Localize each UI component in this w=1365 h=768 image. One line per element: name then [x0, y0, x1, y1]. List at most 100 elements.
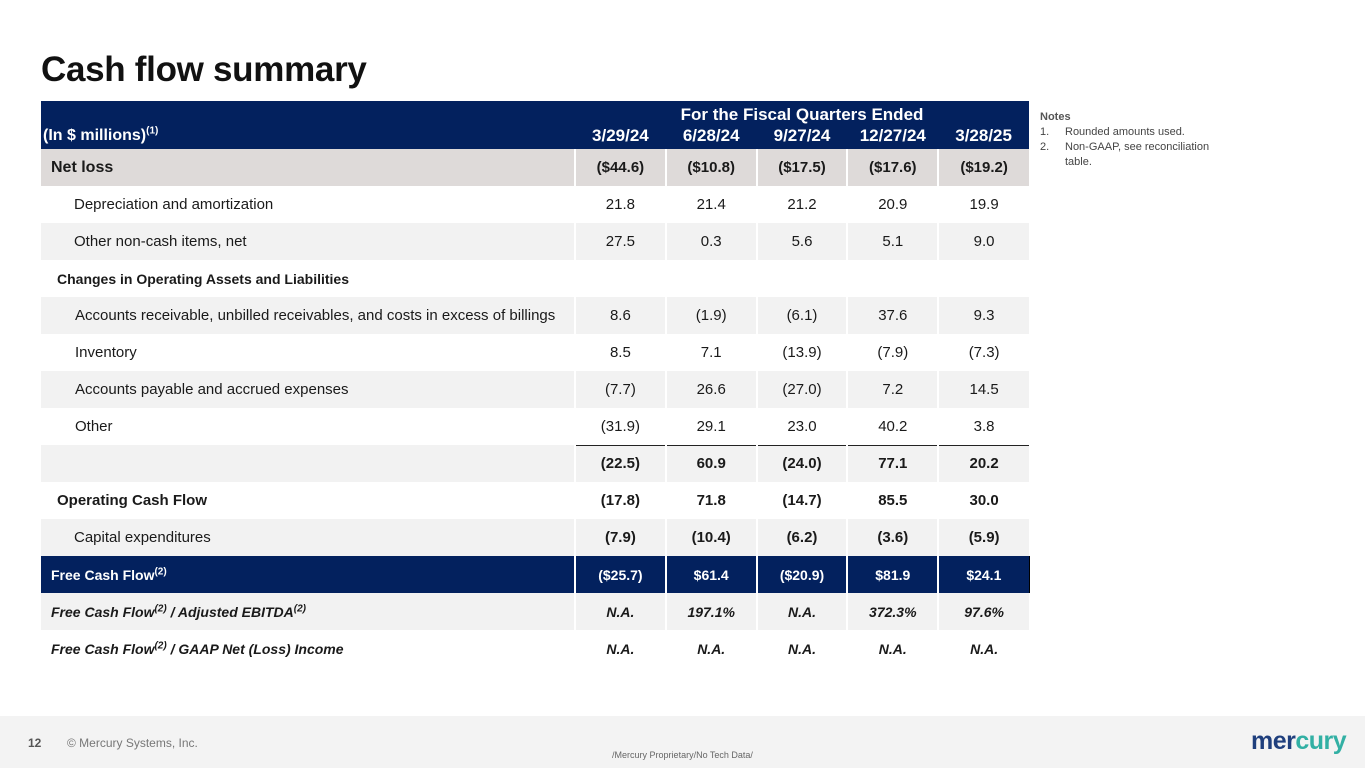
cell-value: 30.0 [937, 482, 1030, 519]
table-row: Depreciation and amortization 21.8 21.4 … [41, 186, 1030, 223]
table-row: Other non-cash items, net 27.5 0.3 5.6 5… [41, 223, 1030, 260]
cell-value: 7.2 [846, 371, 939, 408]
footer: 12 © Mercury Systems, Inc. /Mercury Prop… [0, 716, 1365, 768]
notes-heading: Notes [1040, 111, 1071, 123]
table-row: Accounts receivable, unbilled receivable… [41, 297, 1030, 334]
cell-value: 23.0 [755, 408, 848, 445]
cell-value: $81.9 [846, 556, 939, 593]
notes-list: 1. Rounded amounts used. 2. Non-GAAP, see … [1040, 125, 1225, 170]
footnote-ref: (1) [146, 125, 159, 137]
row-label: Capital expenditures [41, 519, 575, 556]
cell-value: 85.5 [846, 482, 939, 519]
table-subtotal-row: (22.5) 60.9 (24.0) 77.1 20.2 [41, 444, 1030, 482]
page-title: Cash flow summary [41, 50, 367, 89]
row-label: Accounts payable and accrued expenses [41, 371, 575, 408]
cell-value: (22.5) [574, 444, 666, 482]
table-header-row: (In $ millions)(1) 3/29/24 6/28/24 9/27/… [41, 125, 1030, 149]
cash-flow-table: For the Fiscal Quarters Ended (In $ mill… [41, 101, 1030, 667]
section-label: Changes in Operating Assets and Liabilit… [57, 270, 349, 287]
cell-value: ($19.2) [937, 149, 1030, 186]
cell-value: N.A. [574, 630, 666, 667]
proprietary-label: /Mercury Proprietary/No Tech Data/ [612, 750, 753, 760]
cell-value: 5.1 [846, 223, 939, 260]
cell-value: 77.1 [846, 444, 939, 482]
row-label: Free Cash Flow(2) [41, 556, 575, 593]
cell-value: ($10.8) [664, 149, 757, 186]
cell-value: 14.5 [937, 371, 1030, 408]
row-label: Other non-cash items, net [41, 223, 575, 260]
units-header: (In $ millions)(1) [41, 125, 575, 149]
row-label: Free Cash Flow(2) / GAAP Net (Loss) Inco… [51, 639, 344, 657]
group-header: For the Fiscal Quarters Ended [575, 101, 1030, 125]
cell-value: N.A. [664, 630, 757, 667]
table-row-fcf-net-income: Free Cash Flow(2) / GAAP Net (Loss) Inco… [41, 630, 1030, 667]
footnote-ref: (2) [154, 602, 167, 614]
cell-value: (14.7) [755, 482, 848, 519]
mercury-logo: mercury [1251, 727, 1347, 755]
cell-value: 40.2 [846, 408, 939, 445]
cell-value: 8.5 [574, 334, 666, 371]
cell-value: 26.6 [664, 371, 757, 408]
table-section-row: Changes in Operating Assets and Liabilit… [41, 260, 1030, 297]
cell-value: (7.9) [846, 334, 939, 371]
table-row: Inventory 8.5 7.1 (13.9) (7.9) (7.3) [41, 334, 1030, 371]
cell-value: 0.3 [664, 223, 757, 260]
cell-value: (24.0) [755, 444, 848, 482]
cell-value: 3.8 [937, 408, 1030, 445]
cell-value: 20.9 [846, 186, 939, 223]
cell-value: 9.3 [937, 297, 1030, 334]
cell-value: ($17.6) [846, 149, 939, 186]
table-row-free-cash-flow: Free Cash Flow(2) ($25.7) $61.4 ($20.9) … [41, 556, 1030, 593]
cell-value: 29.1 [664, 408, 757, 445]
cell-value: (5.9) [937, 519, 1030, 556]
cell-value: ($44.6) [574, 149, 666, 186]
cell-value: (7.7) [574, 371, 666, 408]
cell-value: (3.6) [846, 519, 939, 556]
cell-value: (7.3) [937, 334, 1030, 371]
row-label: Net loss [41, 149, 575, 186]
cell-value: 7.1 [664, 334, 757, 371]
table-row-net-loss: Net loss ($44.6) ($10.8) ($17.5) ($17.6)… [41, 149, 1030, 186]
cell-value: 8.6 [574, 297, 666, 334]
cell-value: N.A. [755, 593, 848, 630]
cell-value: 21.8 [574, 186, 666, 223]
row-label: Operating Cash Flow [57, 492, 208, 509]
footnote-ref: (2) [154, 639, 167, 651]
cell-value: 9.0 [937, 223, 1030, 260]
table-group-header-row: For the Fiscal Quarters Ended [41, 101, 1030, 125]
cell-value: 19.9 [937, 186, 1030, 223]
table-row: Accounts payable and accrued expenses (7… [41, 371, 1030, 408]
cell-value: (13.9) [755, 334, 848, 371]
period-header: 9/27/24 [756, 125, 848, 149]
row-label [41, 445, 575, 482]
copyright: © Mercury Systems, Inc. [67, 736, 198, 750]
row-label: Free Cash Flow(2) / Adjusted EBITDA(2) [41, 593, 575, 630]
cell-value: $61.4 [664, 556, 757, 593]
period-header: 3/29/24 [575, 125, 666, 149]
footnote-ref: (2) [293, 602, 306, 614]
cell-value: (17.8) [574, 482, 666, 519]
cell-value: 27.5 [574, 223, 666, 260]
row-label: Inventory [75, 344, 137, 361]
period-header: 6/28/24 [665, 125, 757, 149]
footnote-ref: (2) [154, 565, 167, 577]
cell-value: (7.9) [574, 519, 666, 556]
cell-value: ($20.9) [755, 556, 848, 593]
cell-value: 21.4 [664, 186, 757, 223]
cell-value: (6.1) [755, 297, 848, 334]
cell-value: $24.1 [937, 556, 1030, 593]
cell-value: 372.3% [846, 593, 939, 630]
row-label: Depreciation and amortization [74, 196, 274, 213]
row-label: Accounts receivable, unbilled receivable… [41, 297, 575, 334]
period-header: 12/27/24 [847, 125, 939, 149]
cell-value: 20.2 [937, 444, 1030, 482]
note-item: 1. Rounded amounts used. [1040, 126, 1185, 138]
note-item: 2. Non-GAAP, see reconciliation table. [1040, 141, 1210, 168]
cell-value: (6.2) [755, 519, 848, 556]
table-row: Other (31.9) 29.1 23.0 40.2 3.8 [41, 408, 1030, 445]
cell-value: N.A. [846, 630, 939, 667]
cell-value: ($25.7) [574, 556, 666, 593]
cell-value: (10.4) [664, 519, 757, 556]
table-row: Capital expenditures (7.9) (10.4) (6.2) … [41, 519, 1030, 556]
table-row-operating-cash-flow: Operating Cash Flow (17.8) 71.8 (14.7) 8… [41, 482, 1030, 519]
